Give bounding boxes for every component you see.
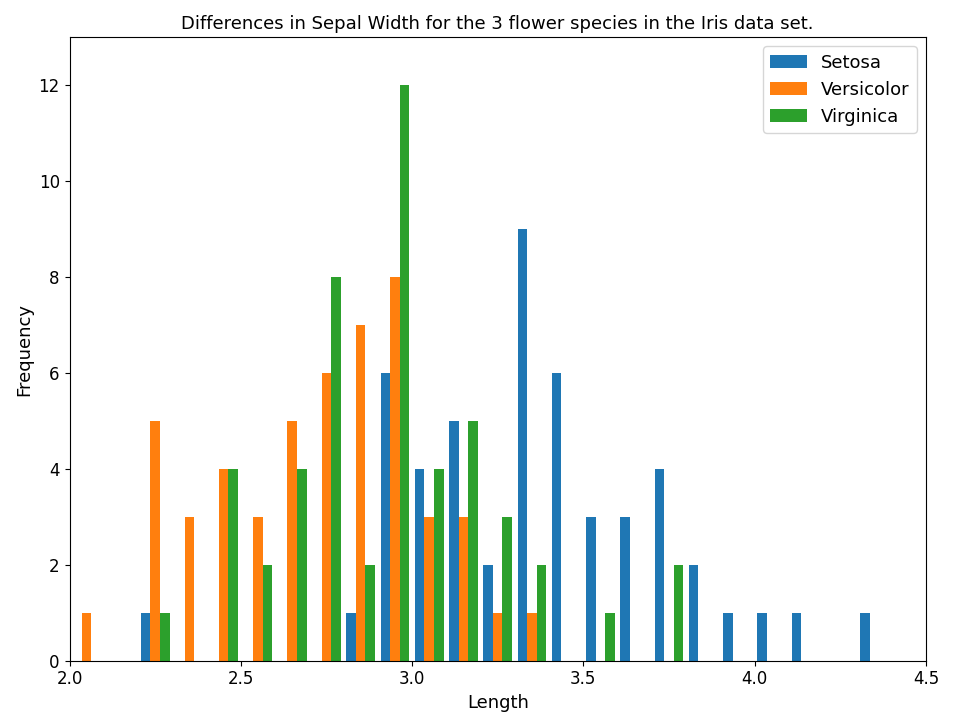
- Bar: [287, 421, 296, 661]
- Bar: [415, 469, 424, 661]
- Bar: [228, 469, 238, 661]
- Bar: [468, 421, 477, 661]
- Bar: [82, 613, 91, 661]
- Bar: [502, 517, 512, 661]
- Bar: [604, 613, 614, 661]
- Bar: [483, 565, 493, 661]
- Bar: [654, 469, 663, 661]
- Bar: [424, 517, 434, 661]
- Bar: [141, 613, 151, 661]
- Bar: [585, 517, 595, 661]
- Bar: [458, 517, 468, 661]
- Bar: [688, 565, 698, 661]
- Bar: [517, 229, 527, 661]
- Bar: [296, 469, 306, 661]
- Legend: Setosa, Versicolor, Virginica: Setosa, Versicolor, Virginica: [762, 47, 916, 133]
- Bar: [493, 613, 502, 661]
- Bar: [331, 277, 340, 661]
- Bar: [757, 613, 766, 661]
- Bar: [449, 421, 458, 661]
- Bar: [791, 613, 801, 661]
- Bar: [160, 613, 170, 661]
- Y-axis label: Frequency: Frequency: [15, 302, 33, 395]
- Bar: [380, 373, 390, 661]
- Bar: [321, 373, 331, 661]
- X-axis label: Length: Length: [466, 694, 528, 712]
- Bar: [673, 565, 682, 661]
- Bar: [399, 85, 409, 661]
- Bar: [151, 421, 160, 661]
- Bar: [218, 469, 228, 661]
- Bar: [860, 613, 869, 661]
- Bar: [355, 325, 365, 661]
- Bar: [390, 277, 399, 661]
- Bar: [722, 613, 732, 661]
- Bar: [253, 517, 262, 661]
- Bar: [537, 565, 546, 661]
- Title: Differences in Sepal Width for the 3 flower species in the Iris data set.: Differences in Sepal Width for the 3 flo…: [181, 15, 813, 33]
- Bar: [346, 613, 355, 661]
- Bar: [527, 613, 537, 661]
- Bar: [262, 565, 272, 661]
- Bar: [185, 517, 194, 661]
- Bar: [619, 517, 629, 661]
- Bar: [434, 469, 443, 661]
- Bar: [551, 373, 560, 661]
- Bar: [365, 565, 375, 661]
